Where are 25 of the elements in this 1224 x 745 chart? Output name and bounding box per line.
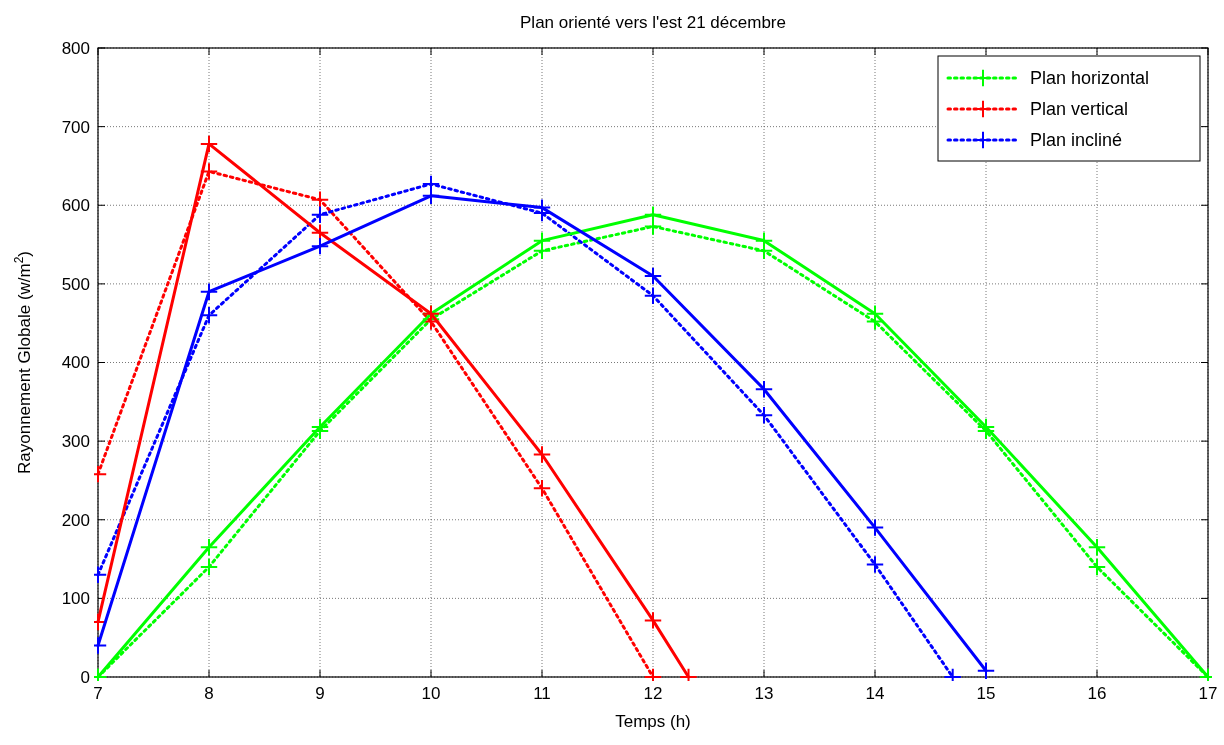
y-tick-label: 200 [61, 510, 90, 530]
x-tick-label: 9 [315, 684, 325, 703]
x-tick-label: 10 [421, 684, 441, 703]
x-tick-label: 8 [204, 684, 214, 703]
y-tick-label: 0 [80, 667, 90, 687]
y-tick-label: 100 [61, 589, 90, 609]
legend-label: Plan horizontal [1030, 68, 1150, 89]
chart-title: Plan orienté vers l'est 21 décembre [520, 13, 786, 32]
legend-label: Plan vertical [1030, 99, 1129, 120]
x-tick-label: 13 [754, 684, 774, 703]
x-tick-label: 16 [1087, 684, 1107, 703]
y-tick-label: 600 [61, 196, 90, 216]
y-tick-label: 300 [61, 432, 90, 452]
x-tick-label: 11 [533, 684, 551, 703]
x-tick-label: 7 [93, 684, 103, 703]
x-tick-label: 15 [976, 684, 996, 703]
x-axis-title: Temps (h) [615, 712, 691, 731]
legend-label: Plan incliné [1030, 130, 1123, 151]
x-tick-label: 12 [643, 684, 663, 703]
y-tick-label: 500 [61, 274, 90, 294]
y-tick-label: 800 [61, 38, 90, 58]
y-tick-label: 400 [61, 353, 90, 373]
x-tick-label: 17 [1198, 684, 1218, 703]
y-tick-label: 700 [61, 117, 90, 137]
x-tick-label: 14 [865, 684, 885, 703]
